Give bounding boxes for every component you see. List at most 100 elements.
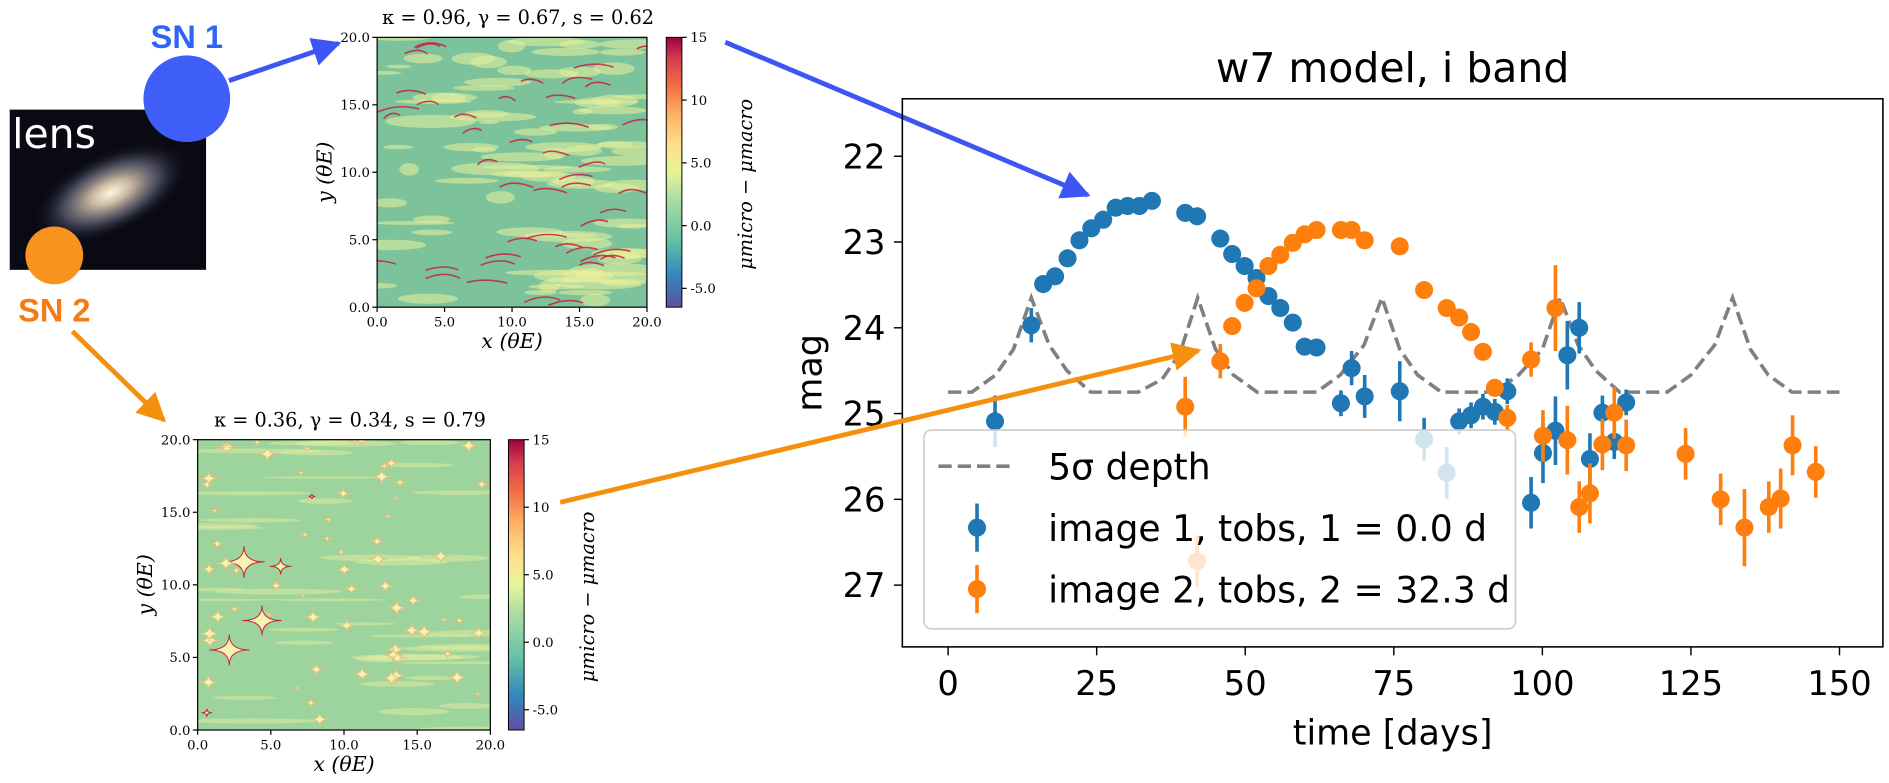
map-streak bbox=[525, 142, 602, 153]
map-caustic bbox=[599, 254, 625, 261]
chart-title: w7 model, i band bbox=[1216, 44, 1569, 92]
map-caustic bbox=[498, 95, 516, 102]
map-streak bbox=[386, 64, 412, 69]
map-caustic bbox=[383, 647, 404, 663]
map-caustic bbox=[545, 94, 576, 99]
data-point bbox=[1211, 352, 1230, 371]
map-caustic bbox=[425, 266, 459, 272]
y-tick-label: 10.0 bbox=[161, 579, 191, 594]
map-caustic bbox=[578, 161, 606, 169]
data-point bbox=[1176, 397, 1195, 416]
map-caustic bbox=[466, 279, 508, 284]
map-caustic bbox=[210, 538, 225, 550]
map-caustic bbox=[573, 63, 614, 69]
map-streak bbox=[597, 141, 634, 149]
data-point bbox=[1259, 257, 1278, 276]
y-tick-label: 5.0 bbox=[349, 234, 370, 249]
map-streak bbox=[197, 491, 313, 496]
colorbar-tick-label: -5.0 bbox=[690, 282, 716, 297]
map-streak bbox=[405, 675, 459, 681]
map-caustic bbox=[336, 548, 346, 556]
arrow bbox=[70, 329, 166, 423]
map-caustic bbox=[542, 150, 570, 157]
map-streak bbox=[377, 239, 427, 251]
data-point bbox=[1070, 231, 1089, 250]
map-streak bbox=[394, 661, 491, 665]
legend: 5σ depth image 1, tobs, 1 = 0.0 d image 2,… bbox=[923, 429, 1517, 630]
y-tick-label: 0.0 bbox=[169, 724, 190, 739]
galaxy bbox=[32, 141, 190, 245]
map-caustic bbox=[354, 439, 369, 446]
legend-swatch bbox=[967, 580, 987, 599]
map-background bbox=[197, 439, 491, 730]
map-caustic bbox=[413, 623, 435, 640]
data-point bbox=[1342, 220, 1361, 240]
map-streak bbox=[405, 554, 489, 562]
map-streak bbox=[377, 71, 402, 75]
map-streak bbox=[267, 627, 340, 632]
sn1-label: SN 1 bbox=[151, 19, 223, 55]
map-caustic bbox=[561, 182, 592, 189]
colorbar-tick-label: 10 bbox=[690, 94, 707, 109]
x-tick-label: 125 bbox=[1659, 664, 1723, 703]
map-caustic bbox=[469, 626, 488, 640]
data-point bbox=[1271, 299, 1290, 318]
map-caustic bbox=[343, 582, 360, 596]
data-point bbox=[1617, 436, 1636, 455]
data-point bbox=[1247, 279, 1266, 298]
y-tick-label: 10.0 bbox=[340, 166, 370, 181]
y-tick-label: 15.0 bbox=[161, 506, 191, 521]
map-streak bbox=[538, 280, 560, 293]
map-caustic bbox=[198, 674, 219, 690]
map-streak bbox=[275, 640, 333, 645]
map-title: κ = 0.96, γ = 0.67, s = 0.62 bbox=[382, 6, 654, 29]
map-texture bbox=[197, 439, 491, 730]
map-caustic bbox=[425, 273, 461, 280]
map-streak bbox=[412, 490, 491, 495]
map-caustic bbox=[485, 253, 522, 259]
map-streak bbox=[425, 630, 491, 637]
map-caustic bbox=[413, 42, 447, 49]
legend-swatch bbox=[967, 518, 987, 537]
x-tick-label: 15.0 bbox=[565, 315, 595, 330]
map-caustic bbox=[252, 439, 262, 447]
data-point bbox=[1342, 359, 1361, 378]
map-caustic bbox=[599, 208, 627, 214]
x-tick-label: 20.0 bbox=[476, 738, 506, 753]
map-streak bbox=[451, 162, 540, 176]
data-point bbox=[1235, 293, 1254, 312]
data-point bbox=[1355, 387, 1374, 406]
map-caustic bbox=[533, 187, 568, 194]
data-point bbox=[1046, 267, 1065, 286]
map-caustic bbox=[454, 616, 465, 625]
map-caustic bbox=[242, 605, 282, 636]
map-streak bbox=[435, 177, 499, 184]
map-caustic bbox=[209, 634, 250, 666]
x-tick-label: 10.0 bbox=[329, 738, 359, 753]
colorbar-tick-label: -5.0 bbox=[533, 704, 559, 719]
light-curve-chart: w7 model, i band time [days] mag 0 25 50 75 100… bbox=[791, 44, 1884, 753]
map-caustic bbox=[416, 100, 440, 106]
x-axis-label: x (θE) bbox=[313, 752, 374, 776]
y-tick-label: 22 bbox=[843, 137, 886, 176]
data-point bbox=[1498, 408, 1517, 427]
map-caustic bbox=[592, 248, 631, 256]
plot-frame bbox=[901, 97, 1884, 648]
y-tick-label: 15.0 bbox=[340, 99, 370, 114]
data-point bbox=[1058, 249, 1077, 268]
map-streak bbox=[297, 498, 353, 504]
colorbar-tick-label: 15 bbox=[690, 31, 707, 46]
map-streak bbox=[397, 293, 458, 304]
data-point bbox=[1558, 346, 1577, 365]
map-streak bbox=[412, 92, 477, 103]
data-point bbox=[1307, 220, 1326, 240]
map-caustic bbox=[229, 605, 240, 613]
map-streak bbox=[403, 53, 443, 64]
data-point bbox=[1094, 210, 1113, 229]
map-streak bbox=[616, 223, 647, 229]
data-point bbox=[1605, 403, 1624, 422]
data-point bbox=[1676, 444, 1695, 463]
x-tick-label: 5.0 bbox=[260, 738, 281, 753]
data-point bbox=[1462, 323, 1481, 342]
